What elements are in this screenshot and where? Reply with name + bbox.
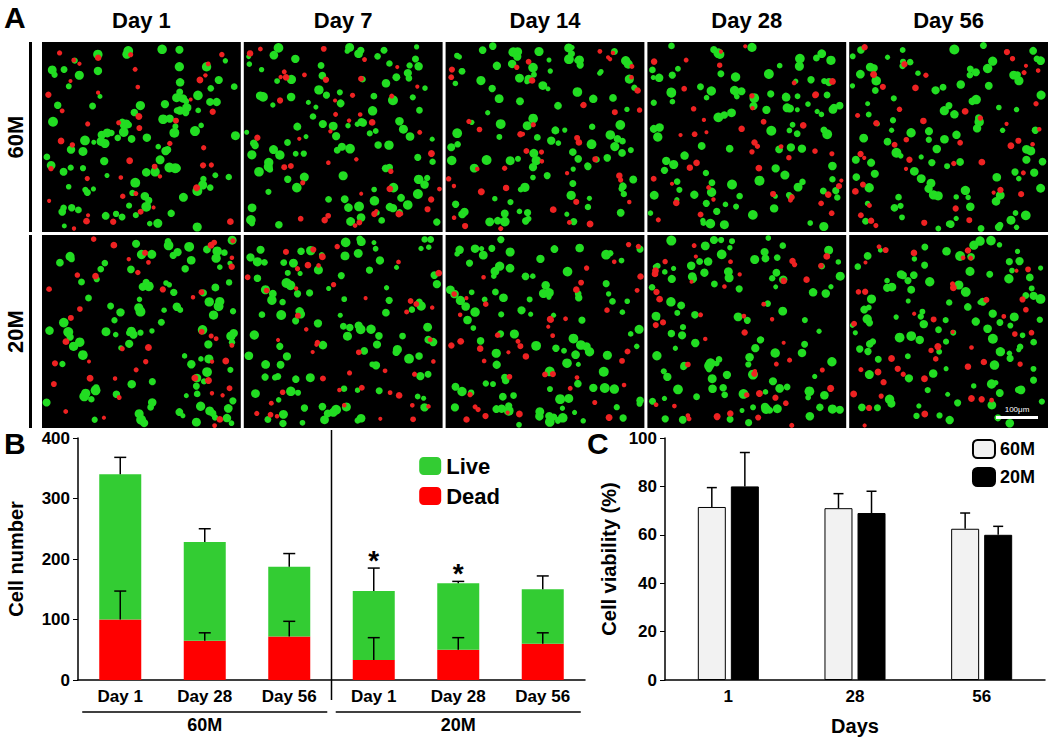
svg-text:Cell number: Cell number <box>5 501 27 617</box>
svg-text:0: 0 <box>61 671 70 690</box>
svg-text:40: 40 <box>638 574 657 593</box>
svg-text:Cell viability (%): Cell viability (%) <box>598 482 620 635</box>
svg-text:Day 1: Day 1 <box>112 8 171 33</box>
svg-text:20M: 20M <box>1000 467 1035 487</box>
svg-text:*: * <box>368 545 379 576</box>
svg-text:60: 60 <box>638 525 657 544</box>
svg-text:20M: 20M <box>3 310 28 353</box>
svg-text:Day 56: Day 56 <box>913 8 984 33</box>
svg-text:B: B <box>4 427 26 460</box>
svg-text:80: 80 <box>638 477 657 496</box>
svg-text:60M: 60M <box>187 715 222 735</box>
svg-text:*: * <box>453 558 464 589</box>
svg-text:Day 28: Day 28 <box>177 687 232 706</box>
svg-text:Live: Live <box>446 454 490 479</box>
svg-text:100μm: 100μm <box>1005 405 1030 414</box>
svg-text:20M: 20M <box>441 715 476 735</box>
svg-text:0: 0 <box>648 671 657 690</box>
svg-text:Day 56: Day 56 <box>515 687 570 706</box>
svg-text:300: 300 <box>42 489 70 508</box>
svg-text:Dead: Dead <box>446 484 500 509</box>
svg-text:Day 28: Day 28 <box>431 687 486 706</box>
svg-text:60M: 60M <box>3 116 28 159</box>
svg-text:Day 1: Day 1 <box>98 687 143 706</box>
svg-text:Day 1: Day 1 <box>351 687 396 706</box>
svg-text:60M: 60M <box>1000 439 1035 459</box>
svg-text:Days: Days <box>831 715 879 737</box>
svg-text:28: 28 <box>846 687 865 706</box>
svg-text:Day 28: Day 28 <box>711 8 782 33</box>
svg-text:100: 100 <box>42 610 70 629</box>
svg-text:Day 14: Day 14 <box>510 8 582 33</box>
svg-text:200: 200 <box>42 550 70 569</box>
svg-text:20: 20 <box>638 622 657 641</box>
svg-text:Day 56: Day 56 <box>262 687 317 706</box>
svg-text:C: C <box>587 427 609 460</box>
svg-text:400: 400 <box>42 429 70 448</box>
svg-text:Day 7: Day 7 <box>314 8 373 33</box>
svg-text:A: A <box>4 1 26 34</box>
svg-text:1: 1 <box>724 687 733 706</box>
svg-text:100: 100 <box>629 429 657 448</box>
svg-text:56: 56 <box>972 687 991 706</box>
